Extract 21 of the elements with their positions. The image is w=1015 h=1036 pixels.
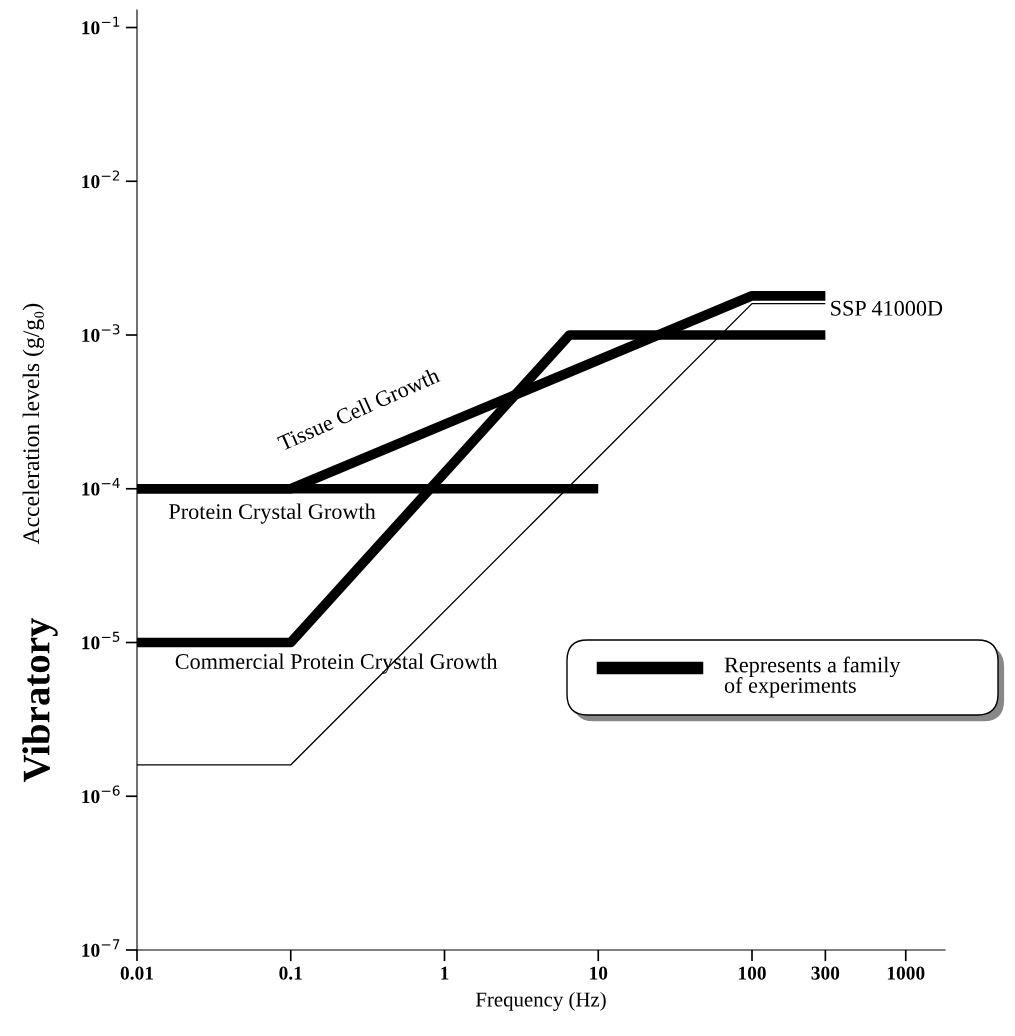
x-tick-label: 100 xyxy=(738,966,766,980)
x-tick-label: 300 xyxy=(811,966,840,980)
x-tick-label: 0.01 xyxy=(120,966,154,980)
series-label: Protein Crystal Growth xyxy=(169,503,376,524)
y-tick-label: 10$^{−5}$ xyxy=(82,631,120,650)
annotation: Represents a family of experiments xyxy=(724,656,901,698)
series-label: SSP 41000D xyxy=(831,300,943,316)
y-tick-label: 10$^{−3}$ xyxy=(82,324,120,342)
y-tick-label: 10$^{−6}$ xyxy=(82,785,120,804)
x-axis-title: Frequency (Hz) xyxy=(475,991,606,1011)
y-axis-title: Acceleration levels (g/g₀) xyxy=(22,303,45,545)
text: Vibratory xyxy=(22,617,58,782)
x-tick-label: 1 xyxy=(441,966,449,980)
text: Tissue Cell Growth xyxy=(276,366,441,452)
y-tick-label: 10$^{−2}$ xyxy=(82,170,120,189)
y-tick-label: 10$^{−1}$ xyxy=(82,16,120,35)
x-tick-label: 1000 xyxy=(887,966,925,980)
x-tick-label: 0.1 xyxy=(279,966,302,980)
y-tick-label: 10$^{−4}$ xyxy=(82,478,120,496)
y-tick-label: 10$^{−7}$ xyxy=(82,939,120,957)
x-tick-label: 10 xyxy=(590,966,608,980)
